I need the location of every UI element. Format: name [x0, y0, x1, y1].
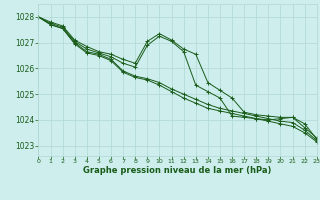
X-axis label: Graphe pression niveau de la mer (hPa): Graphe pression niveau de la mer (hPa): [84, 166, 272, 175]
